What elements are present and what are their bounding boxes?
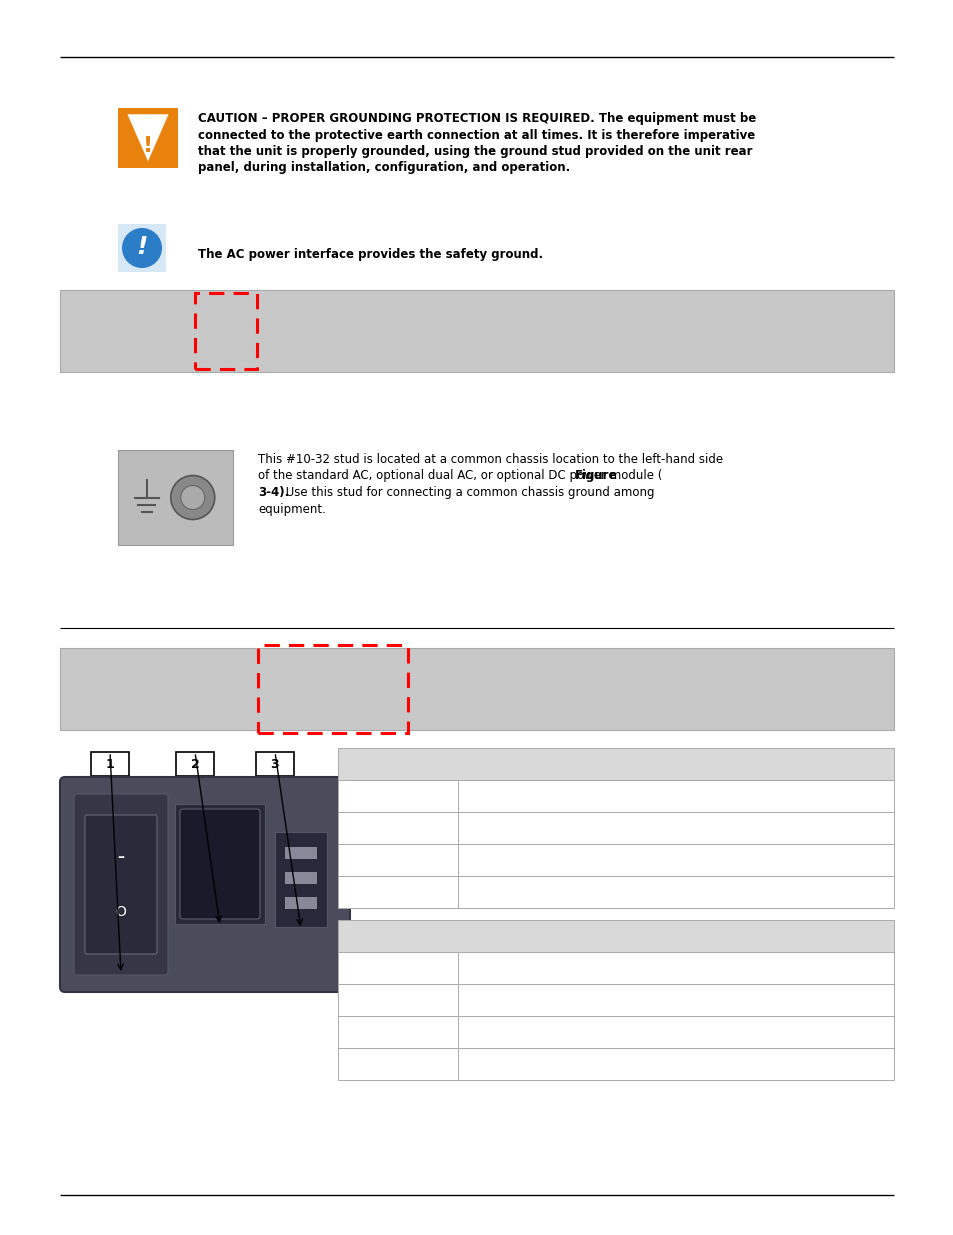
FancyBboxPatch shape: [180, 809, 260, 919]
Bar: [337, 844, 893, 876]
Text: 3: 3: [271, 757, 279, 771]
Bar: [285, 872, 316, 884]
Text: –: –: [117, 851, 125, 864]
Text: of the standard AC, optional dual AC, or optional DC power module (: of the standard AC, optional dual AC, or…: [257, 469, 661, 483]
Text: !: !: [136, 235, 148, 259]
Bar: [337, 952, 893, 984]
Bar: [91, 752, 129, 776]
Text: CAUTION – PROPER GROUNDING PROTECTION IS REQUIRED. The equipment must be: CAUTION – PROPER GROUNDING PROTECTION IS…: [198, 112, 756, 125]
Text: 1: 1: [106, 757, 114, 771]
Bar: [255, 752, 294, 776]
Text: The AC power interface provides the safety ground.: The AC power interface provides the safe…: [198, 248, 542, 261]
Text: This #10-32 stud is located at a common chassis location to the left-hand side: This #10-32 stud is located at a common …: [257, 453, 722, 466]
Bar: [60, 290, 893, 372]
Text: that the unit is properly grounded, using the ground stud provided on the unit r: that the unit is properly grounded, usin…: [198, 144, 752, 158]
Bar: [174, 804, 265, 924]
Text: O: O: [115, 904, 127, 919]
Bar: [285, 897, 316, 909]
Text: 2: 2: [191, 757, 199, 771]
FancyBboxPatch shape: [74, 794, 168, 974]
Bar: [337, 811, 893, 844]
Bar: [285, 847, 316, 860]
Bar: [337, 984, 893, 1016]
Text: Use this stud for connecting a common chassis ground among: Use this stud for connecting a common ch…: [281, 487, 654, 499]
Text: connected to the protective earth connection at all times. It is therefore imper: connected to the protective earth connec…: [198, 128, 755, 142]
Bar: [118, 450, 233, 545]
Polygon shape: [127, 114, 169, 162]
Bar: [337, 876, 893, 908]
Bar: [337, 1016, 893, 1049]
Bar: [337, 781, 893, 811]
Bar: [337, 1049, 893, 1079]
Bar: [118, 224, 166, 272]
Circle shape: [171, 475, 214, 520]
Text: Figure: Figure: [575, 469, 617, 483]
Bar: [337, 748, 893, 781]
Text: 3-4).: 3-4).: [257, 487, 289, 499]
FancyBboxPatch shape: [85, 815, 157, 953]
Circle shape: [180, 485, 205, 510]
Bar: [175, 752, 213, 776]
Circle shape: [122, 228, 162, 268]
Bar: [60, 648, 893, 730]
Bar: [118, 107, 178, 168]
FancyBboxPatch shape: [60, 777, 350, 992]
Text: equipment.: equipment.: [257, 503, 326, 515]
Bar: [274, 832, 327, 927]
Text: panel, during installation, configuration, and operation.: panel, during installation, configuratio…: [198, 162, 570, 174]
Text: !: !: [143, 136, 152, 156]
Bar: [337, 920, 893, 952]
